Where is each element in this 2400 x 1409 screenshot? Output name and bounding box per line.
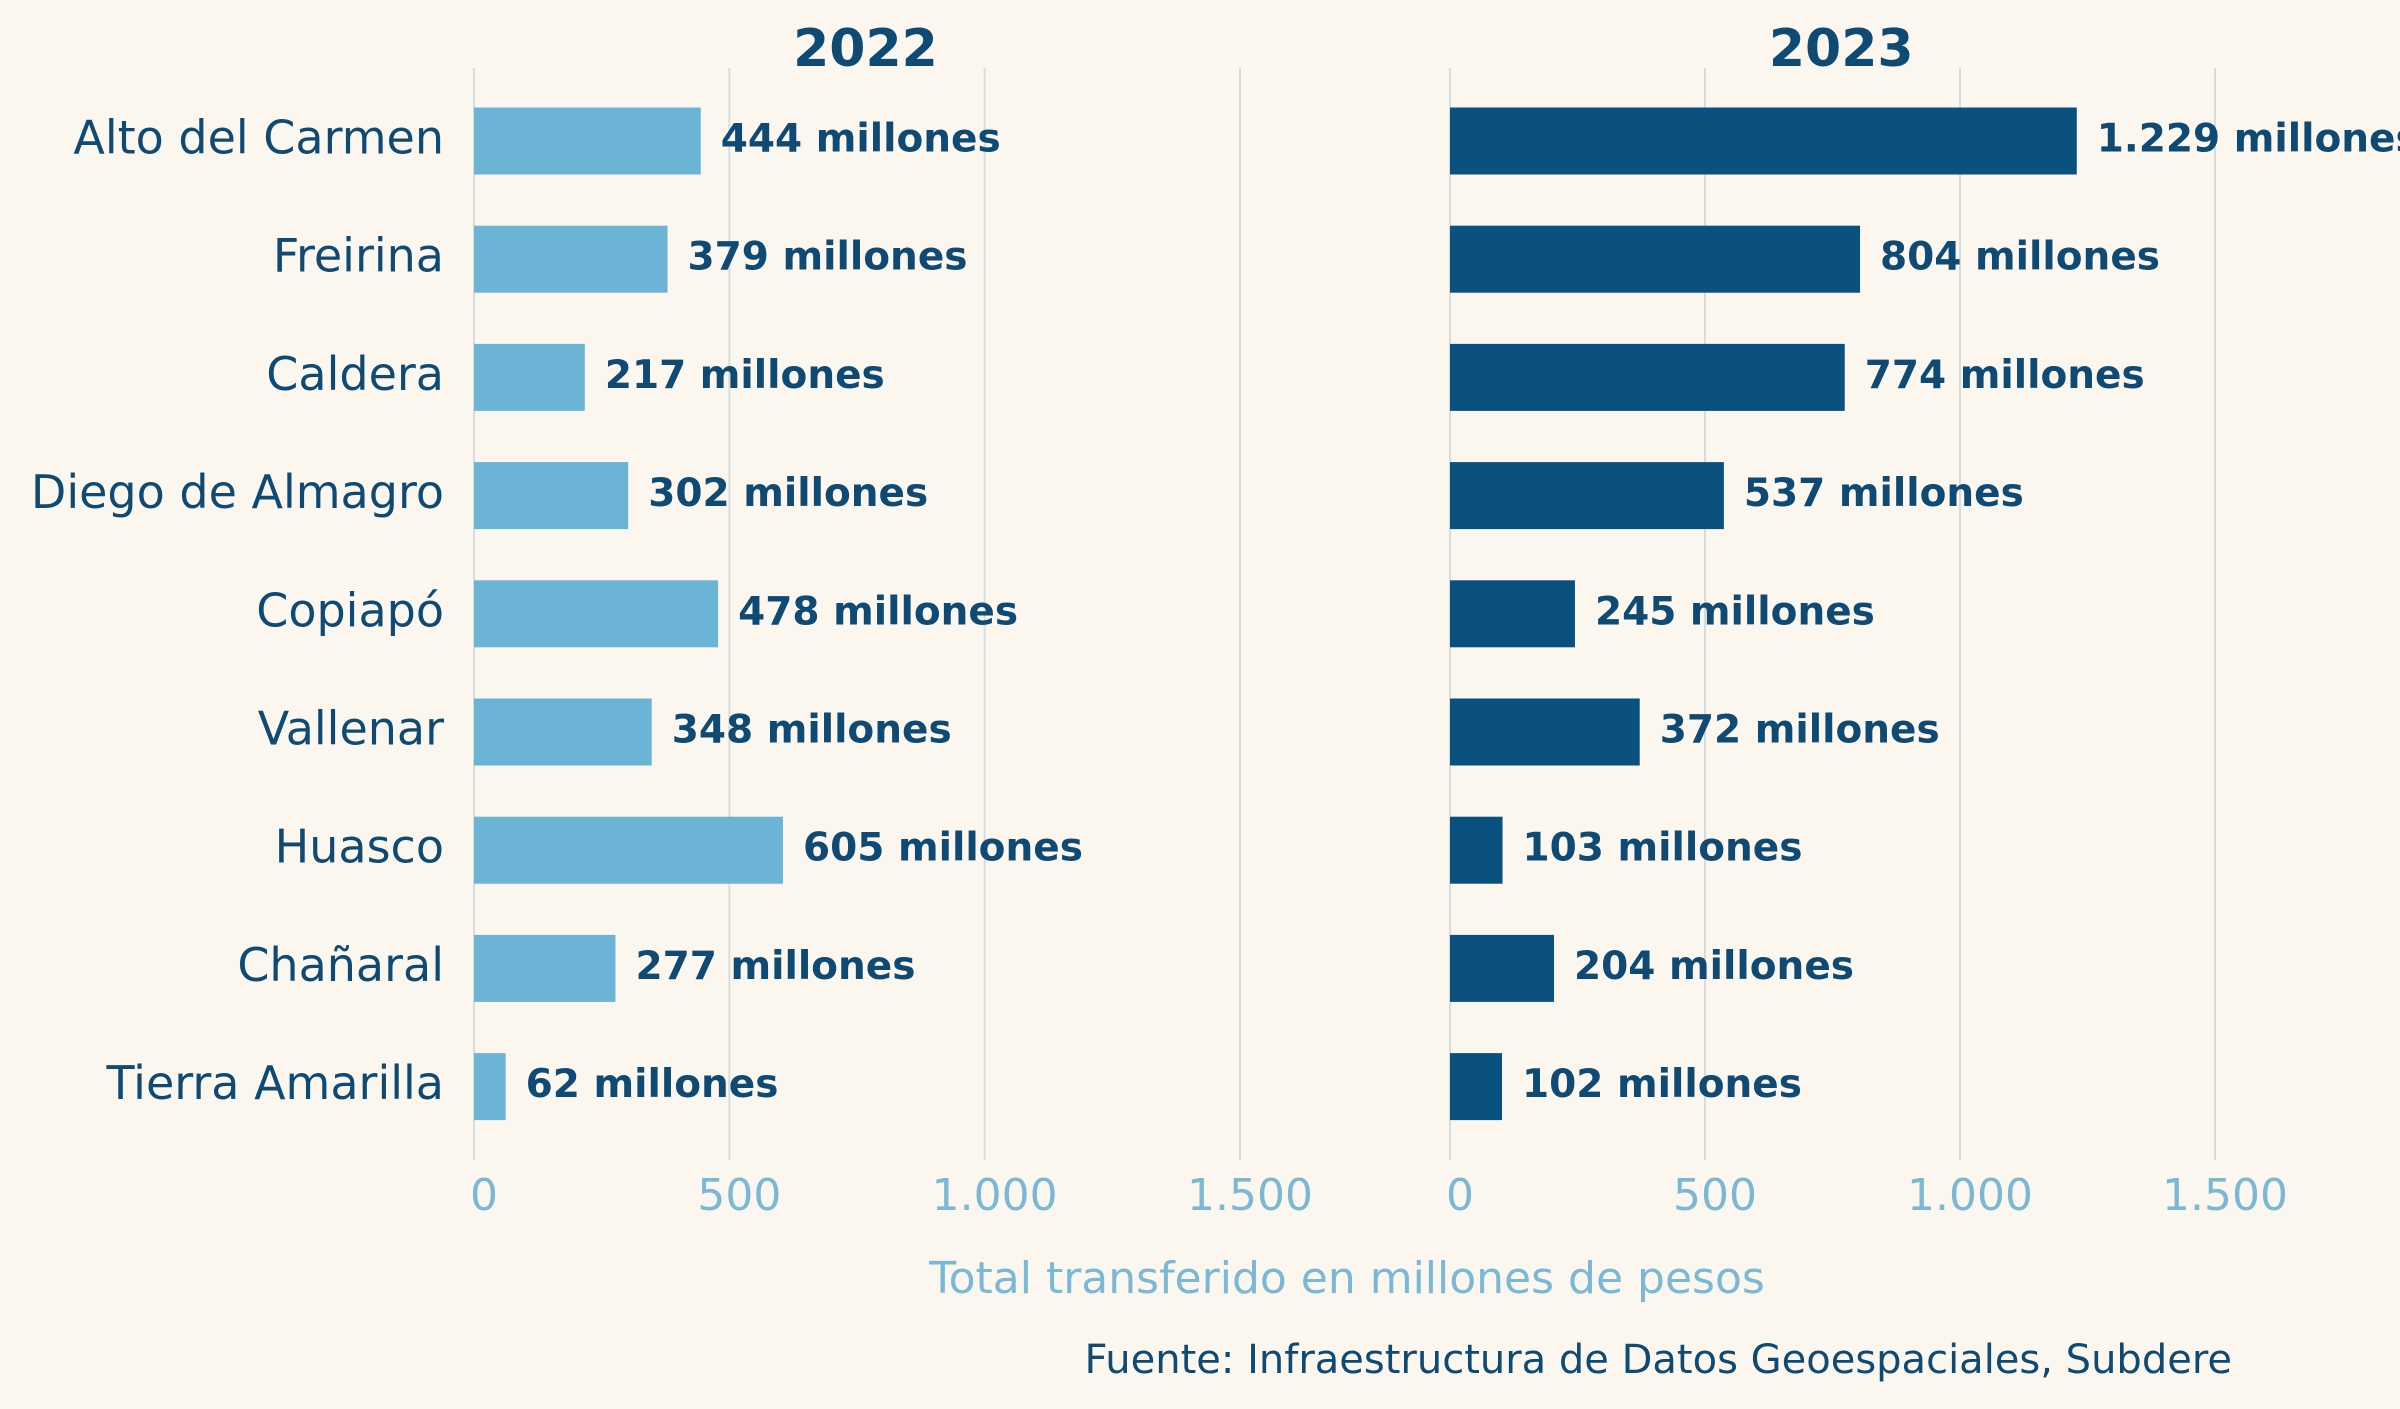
value-label: 379 millones — [688, 235, 968, 280]
value-label: 1.229 millones — [2097, 117, 2400, 162]
category-label: Alto del Carmen — [73, 111, 444, 165]
bar — [1450, 225, 1861, 293]
bar — [474, 1053, 506, 1121]
bar — [474, 343, 585, 411]
value-label: 277 millones — [635, 944, 915, 989]
bar — [474, 816, 783, 884]
value-label: 444 millones — [721, 117, 1001, 162]
value-label: 204 millones — [1574, 944, 1854, 989]
bar — [474, 580, 719, 648]
category-label: Vallenar — [258, 702, 444, 756]
x-tick-label: 1.500 — [1187, 1170, 1313, 1221]
bar — [474, 107, 701, 175]
panel-title: 2022 — [793, 19, 938, 79]
x-tick-label: 500 — [697, 1170, 781, 1221]
value-label: 245 millones — [1595, 589, 1875, 634]
x-tick-label: 0 — [470, 1170, 498, 1221]
value-label: 804 millones — [1880, 235, 2160, 280]
panel-title: 2023 — [1769, 19, 1914, 79]
value-label: 537 millones — [1744, 471, 2024, 516]
bar — [1450, 580, 1575, 648]
x-tick-label: 0 — [1446, 1170, 1474, 1221]
category-label: Tierra Amarilla — [106, 1056, 445, 1110]
bar — [474, 934, 616, 1002]
value-label: 62 millones — [526, 1062, 779, 1107]
value-label: 103 millones — [1523, 826, 1803, 871]
x-tick-label: 1.000 — [1907, 1170, 2033, 1221]
bar — [1450, 698, 1640, 766]
x-tick-label: 1.500 — [2162, 1170, 2288, 1221]
bar — [1450, 343, 1845, 411]
category-label: Chañaral — [237, 938, 444, 992]
value-label: 102 millones — [1522, 1062, 1802, 1107]
bar — [474, 698, 652, 766]
source: Fuente: Infraestructura de Datos Geoespa… — [1084, 1337, 2232, 1383]
x-tick-label: 1.000 — [932, 1170, 1058, 1221]
value-label: 605 millones — [803, 826, 1083, 871]
category-label: Huasco — [275, 820, 444, 874]
value-label: 217 millones — [605, 353, 885, 398]
bar — [1450, 934, 1555, 1002]
bar — [474, 462, 629, 530]
bar — [1450, 816, 1503, 884]
x-tick-label: 500 — [1673, 1170, 1757, 1221]
bar — [1450, 107, 2077, 175]
category-label: Caldera — [266, 347, 444, 401]
value-label: 302 millones — [648, 471, 928, 516]
bar — [1450, 462, 1724, 530]
value-label: 774 millones — [1865, 353, 2145, 398]
value-label: 372 millones — [1660, 708, 1940, 753]
value-label: 348 millones — [672, 708, 952, 753]
value-label: 478 millones — [738, 589, 1018, 634]
category-label: Copiapó — [256, 583, 444, 637]
category-label: Diego de Almagro — [31, 465, 444, 519]
bar — [1450, 1053, 1503, 1121]
bar — [474, 225, 668, 293]
x-axis-label: Total transferido en millones de pesos — [928, 1253, 1765, 1304]
category-label: Freirina — [273, 229, 444, 283]
